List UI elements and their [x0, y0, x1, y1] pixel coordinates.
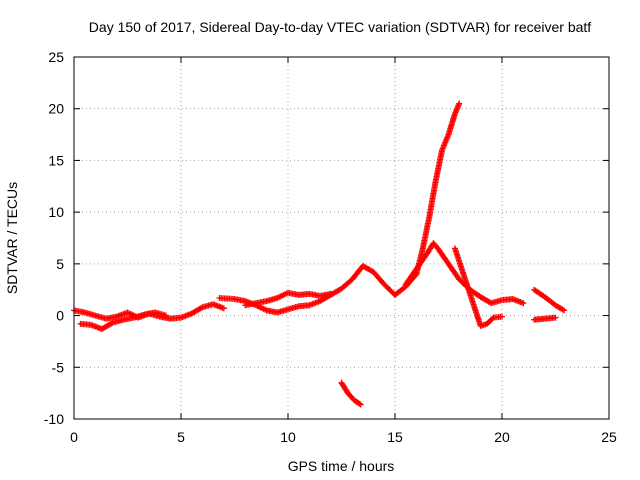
data-point: [163, 312, 170, 319]
y-tick-label: 5: [56, 256, 64, 272]
series-arc-9: [531, 286, 568, 314]
data-point: [561, 307, 568, 314]
y-tick-label: 15: [48, 152, 64, 168]
x-axis-label: GPS time / hours: [288, 458, 395, 474]
x-tick-label: 25: [601, 429, 617, 445]
plot-frame: [73, 56, 610, 420]
series-arc-10: [531, 314, 559, 323]
y-tick-label: -10: [44, 411, 64, 427]
data-series: [71, 100, 568, 408]
data-point: [552, 314, 559, 321]
x-tick-label: 0: [70, 429, 78, 445]
data-point: [489, 315, 496, 322]
y-axis-label: SDTVAR / TECUs: [4, 182, 20, 294]
y-tick-label: 25: [48, 49, 64, 65]
x-tick-label: 5: [177, 429, 185, 445]
data-point: [520, 300, 527, 307]
x-tick-label: 10: [280, 429, 296, 445]
data-point: [356, 400, 363, 407]
x-tick-label: 15: [387, 429, 403, 445]
chart-title: Day 150 of 2017, Sidereal Day-to-day VTE…: [89, 19, 592, 35]
data-point: [108, 320, 115, 327]
data-point: [327, 290, 334, 297]
series-arc-6: [392, 100, 463, 298]
series-arc-4: [242, 289, 334, 309]
series-arc-8: [451, 245, 505, 329]
y-tick-label: 0: [56, 308, 64, 324]
y-tick-label: -5: [52, 359, 65, 375]
series-arc-2: [77, 309, 170, 333]
series-arc-3: [216, 262, 398, 316]
data-point: [357, 401, 364, 408]
grid-lines: [74, 57, 609, 419]
axis-ticks: 0 5 10 15 20 25 -10 -5 0 5 10 15 20 25: [44, 49, 617, 445]
data-point: [198, 305, 205, 312]
x-tick-label: 20: [494, 429, 510, 445]
y-tick-label: 20: [48, 101, 64, 117]
data-point: [499, 313, 505, 320]
series-arc-5: [338, 379, 364, 408]
data-point: [220, 305, 227, 312]
y-tick-label: 10: [48, 204, 64, 220]
data-point: [456, 100, 463, 107]
